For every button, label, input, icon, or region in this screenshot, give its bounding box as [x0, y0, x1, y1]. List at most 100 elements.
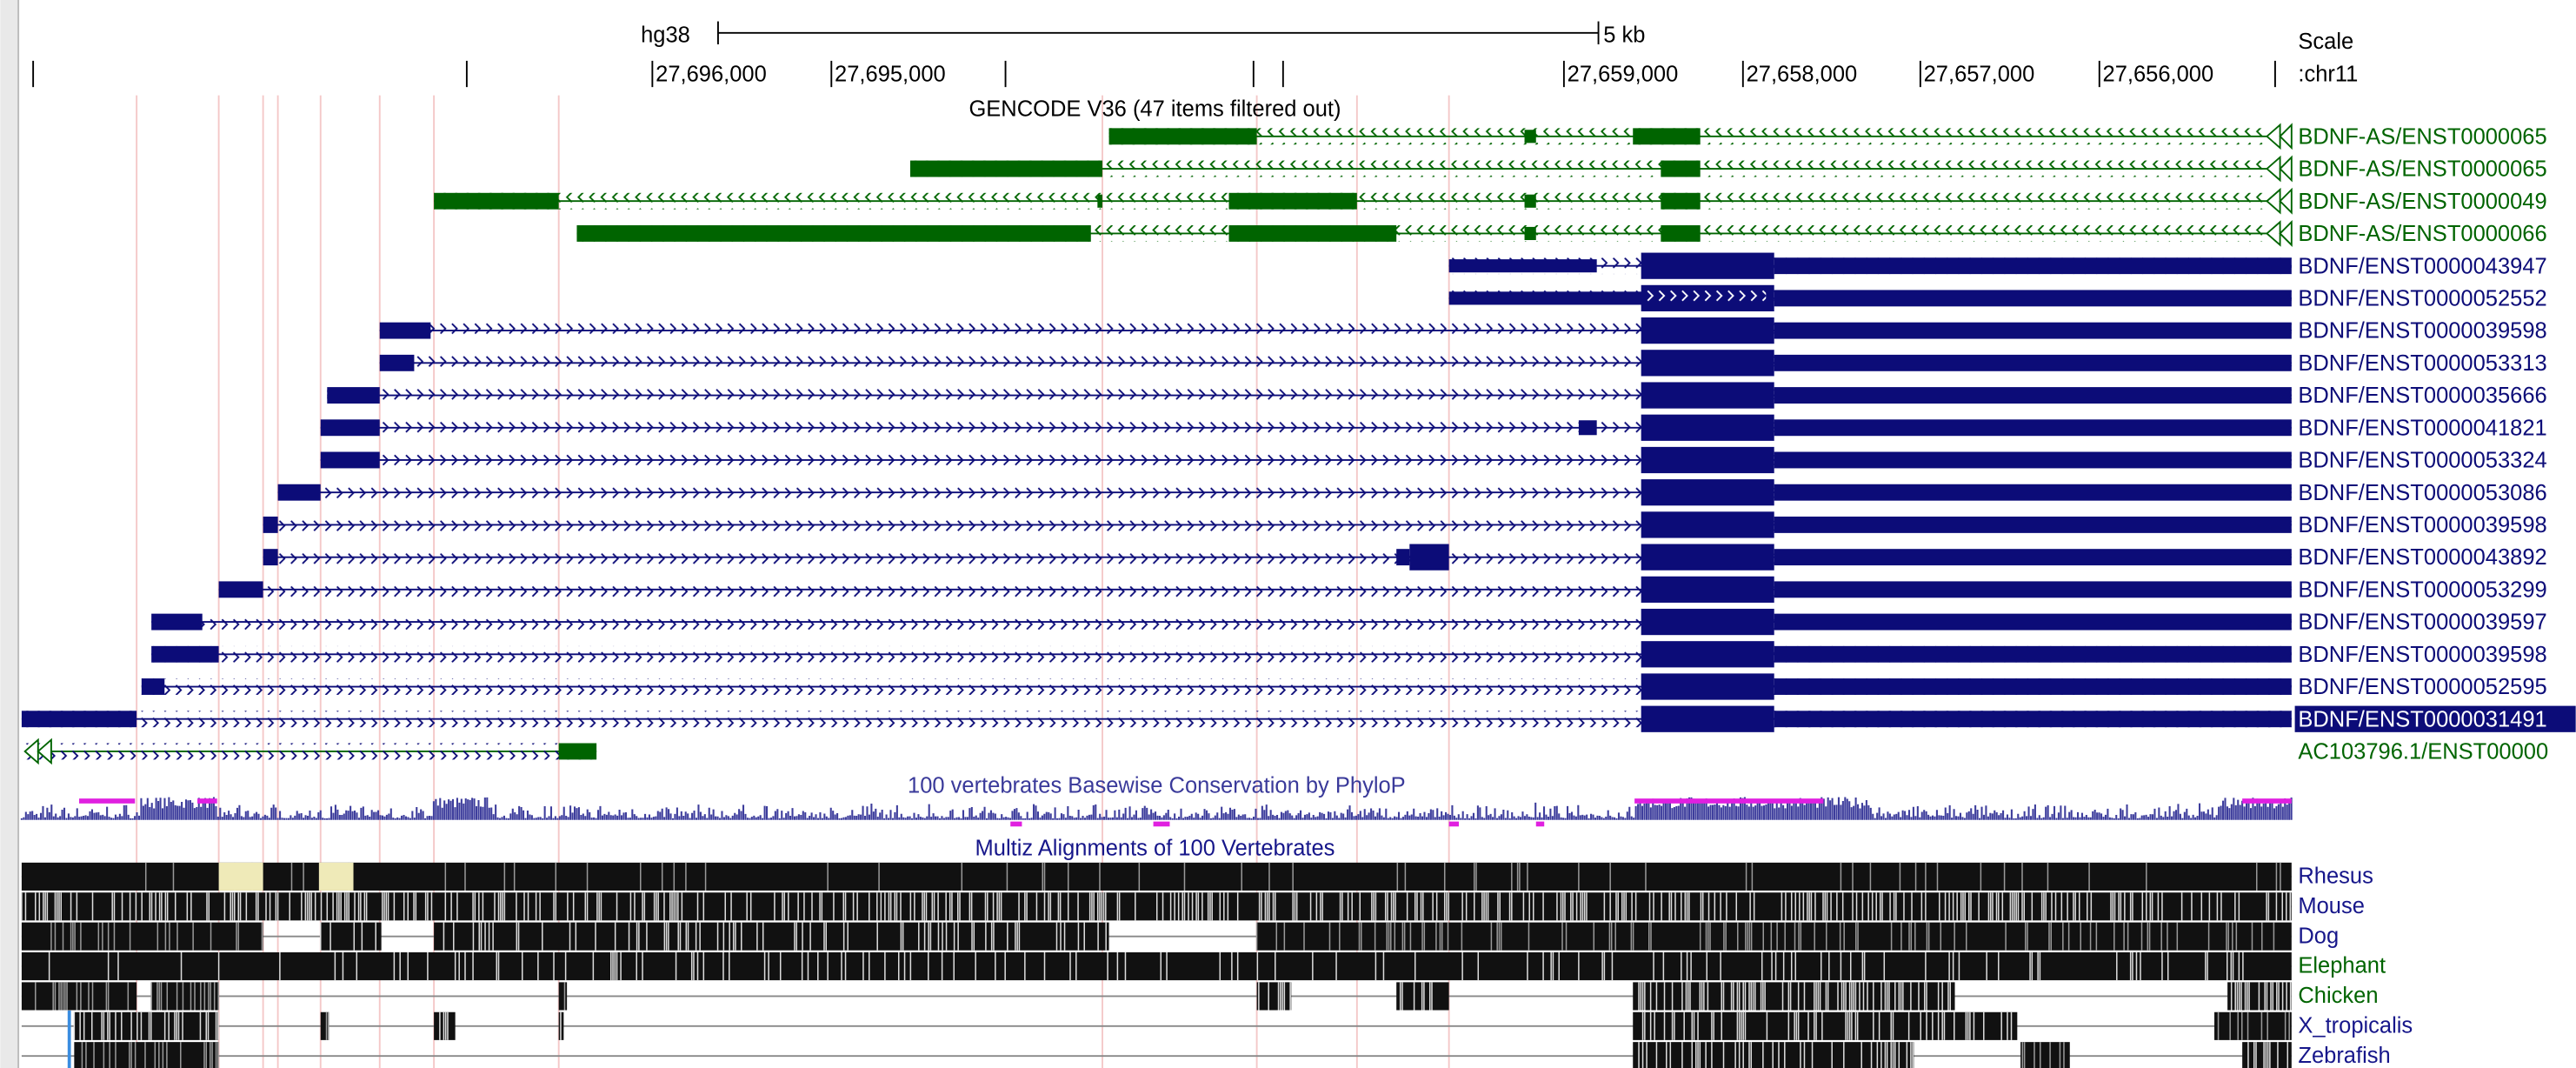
exon: [1774, 290, 2292, 307]
exon: [1641, 350, 1774, 377]
exon: [21, 711, 137, 728]
transcript-label: BDNF/ENST0000041821: [2298, 416, 2546, 440]
exon: [1641, 641, 1774, 668]
transcript-label: AC103796.1/ENST00000: [2298, 740, 2548, 764]
alignment-texture: [2217, 1011, 2290, 1040]
exon: [1641, 673, 1774, 700]
exon: [1641, 446, 1774, 474]
tracks: GENCODE V36 (47 items filtered out) 100 …: [20, 97, 2576, 1068]
exon: [218, 581, 263, 598]
exon-arrows: [1646, 290, 1767, 307]
exon: [1641, 511, 1774, 538]
alignment-texture: [35, 982, 130, 1011]
transcript-label: BDNF-AS/ENST0000065: [2298, 157, 2546, 182]
intron-arrows: [909, 160, 2267, 177]
exon: [1641, 705, 1774, 732]
ruler: hg38 5 kb Scale :chr11 27,696,000 27,695,…: [32, 21, 2358, 88]
aligned-block: [2020, 1042, 2070, 1068]
alignment-texture: [1255, 922, 2275, 951]
scale-label: Scale: [2298, 30, 2353, 54]
transcript-label: BDNF/ENST0000043947: [2298, 254, 2546, 278]
exon: [1774, 322, 2292, 339]
transcript: BDNF/ENST0000053313: [379, 350, 2547, 377]
species-label: Rhesus: [2298, 864, 2373, 889]
selection-bar: [67, 1010, 71, 1068]
transcript-label: BDNF/ENST0000039598: [2298, 643, 2546, 667]
exon: [1448, 291, 1643, 305]
alignment-texture: [319, 922, 376, 951]
alignment-texture: [325, 1011, 329, 1040]
transcript: BDNF/ENST0000052552: [1448, 284, 2547, 312]
transcript: BDNF/ENST0000053086: [277, 479, 2547, 506]
alignment-texture: [2021, 1042, 2065, 1068]
exon: [1641, 382, 1774, 409]
conservation-bars: [20, 797, 2293, 820]
transcript-label: BDNF-AS/ENST0000065: [2298, 124, 2546, 149]
exon: [141, 678, 165, 695]
transcript: BDNF/ENST0000039598: [151, 641, 2547, 668]
alignment-texture: [1399, 982, 1433, 1011]
track-title: 100 vertebrates Basewise Conservation by…: [908, 774, 1406, 798]
exon: [263, 549, 278, 566]
conservation-high: [197, 798, 217, 804]
alignment-row: Elephant: [21, 951, 2386, 981]
exon: [1774, 451, 2292, 469]
exon: [1641, 252, 1774, 279]
aligned-block: [434, 1011, 456, 1040]
alignment-texture: [2247, 1042, 2289, 1068]
exon: [263, 516, 278, 533]
species-label: Mouse: [2298, 894, 2365, 918]
conservation-low: [1010, 821, 1022, 827]
transcript-label: BDNF/ENST0000052595: [2298, 675, 2546, 699]
assembly: hg38: [641, 23, 690, 47]
exon: [1396, 549, 1410, 566]
exon: [151, 613, 203, 631]
aligned-block: [1256, 982, 1292, 1011]
exon: [1641, 414, 1774, 441]
alignment-row: Dog: [21, 922, 2339, 951]
alignment-texture: [443, 922, 1107, 951]
species-label: X_tropicalis: [2298, 1014, 2413, 1038]
position-label: 27,659,000: [1568, 63, 1679, 87]
position-label: 27,696,000: [656, 63, 767, 87]
strand-end: [2266, 187, 2293, 215]
conservation-low: [1153, 821, 1170, 827]
exon: [1641, 317, 1774, 344]
intron-arrows: [24, 743, 597, 760]
exon: [1633, 128, 1701, 145]
exon: [1524, 130, 1536, 144]
exon: [1774, 645, 2292, 663]
conservation-high: [79, 798, 136, 804]
position-label: 27,657,000: [1924, 63, 2035, 87]
aligned-block: [2242, 1042, 2292, 1068]
chromosome: :chr11: [2298, 63, 2358, 87]
conservation-high: [1634, 798, 1824, 804]
transcript-label: BDNF/ENST0000053324: [2298, 449, 2546, 473]
exon: [1774, 711, 2292, 728]
aligned-block: [1633, 982, 1955, 1011]
exon: [1228, 225, 1397, 242]
alignment-row: Chicken: [21, 982, 2379, 1011]
alignment-texture: [73, 1011, 219, 1040]
alignment-texture: [21, 892, 2292, 921]
left-margin: [0, 0, 19, 1068]
transcript-label: BDNF/ENST0000031491: [2298, 707, 2546, 731]
aligned-block: [74, 1042, 219, 1068]
transcript: BDNF/ENST0000035666: [327, 382, 2547, 409]
exon: [379, 354, 415, 371]
exon: [1108, 128, 1257, 145]
aligned-block: [21, 922, 263, 951]
missing-block: [318, 862, 354, 891]
alignment-texture: [48, 951, 2244, 981]
aligned-block: [21, 982, 137, 1011]
exon: [1524, 226, 1536, 241]
exon: [1641, 576, 1774, 603]
exon: [1774, 678, 2292, 695]
missing-block: [218, 862, 263, 891]
exon: [1774, 257, 2292, 275]
species-label: Elephant: [2298, 954, 2386, 978]
transcript: BDNF/ENST0000043947: [1448, 252, 2547, 279]
exon: [320, 451, 380, 469]
